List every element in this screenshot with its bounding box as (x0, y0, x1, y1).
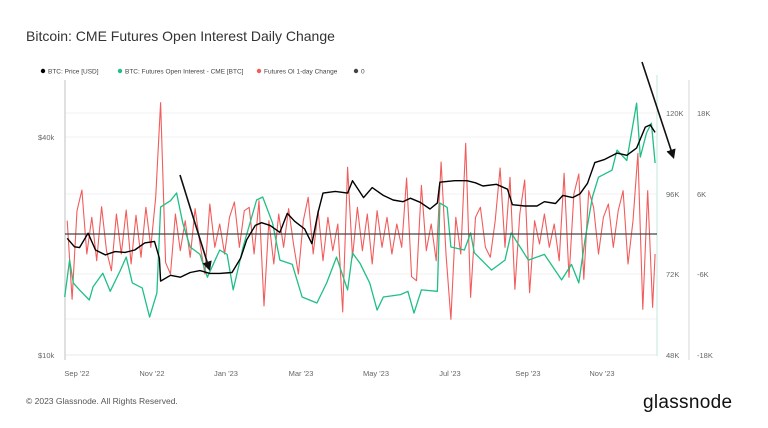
y-tick-label: $40k (38, 133, 55, 142)
legend-label: Futures OI 1-day Change (264, 69, 338, 76)
glassnode-logo: glassnode (643, 392, 732, 413)
annotation-arrow-icon (179, 174, 212, 272)
copyright-text: © 2023 Glassnode. All Rights Reserved. (26, 396, 178, 406)
legend-label: BTC: Price [USD] (48, 69, 99, 76)
y-tick-label: 6K (697, 190, 706, 199)
x-tick-label: Sep '22 (64, 369, 89, 378)
x-tick-label: Mar '23 (289, 369, 314, 378)
x-tick-label: Sep '23 (515, 369, 540, 378)
series-price-line (66, 124, 656, 282)
legend-label: BTC: Futures Open Interest - CME [BTC] (125, 69, 244, 76)
x-tick-label: May '23 (363, 369, 389, 378)
x-tick-label: Nov '22 (139, 369, 164, 378)
y-tick-label: 18K (697, 109, 710, 118)
legend-item-zero[interactable]: 0 (353, 68, 365, 76)
y-axis-oi-change: 18K 6K -6K -18K (697, 109, 713, 360)
y-tick-label: 72K (666, 270, 679, 279)
x-tick-label: Nov '23 (589, 369, 614, 378)
legend-dot-icon (40, 68, 46, 74)
chart-title: Bitcoin: CME Futures Open Interest Daily… (26, 28, 335, 44)
y-tick-label: -6K (697, 270, 709, 279)
series-oi-change-line (66, 102, 656, 320)
y-axis-open-interest: 120K 96K 72K 48K (666, 109, 684, 360)
x-tick-label: Jul '23 (439, 369, 460, 378)
series-open-interest (64, 102, 656, 318)
legend-item-oi-change[interactable]: Futures OI 1-day Change (256, 68, 338, 76)
legend-dot-icon (117, 68, 123, 74)
legend-label: 0 (361, 69, 365, 76)
y-tick-label: -18K (697, 351, 713, 360)
annotation-arrow-icon (641, 61, 676, 160)
legend-dot-icon (353, 68, 359, 74)
legend-item-open-interest[interactable]: BTC: Futures Open Interest - CME [BTC] (117, 68, 244, 76)
legend-dot-icon (256, 68, 262, 74)
y-tick-label: 96K (666, 190, 679, 199)
legend-item-price[interactable]: BTC: Price [USD] (40, 68, 99, 76)
x-tick-label: Jan '23 (214, 369, 238, 378)
y-tick-label: 48K (666, 351, 679, 360)
legend: BTC: Price [USD] BTC: Futures Open Inter… (40, 68, 365, 76)
series-price (66, 124, 656, 282)
y-tick-label: $10k (38, 351, 55, 360)
y-tick-label: 120K (666, 109, 684, 118)
x-axis: Sep '22 Nov '22 Jan '23 Mar '23 May '23 … (64, 369, 614, 378)
series-open-interest-line (64, 102, 656, 318)
y-axis-price: $40k $10k (38, 133, 55, 360)
series-oi-change (66, 102, 656, 320)
